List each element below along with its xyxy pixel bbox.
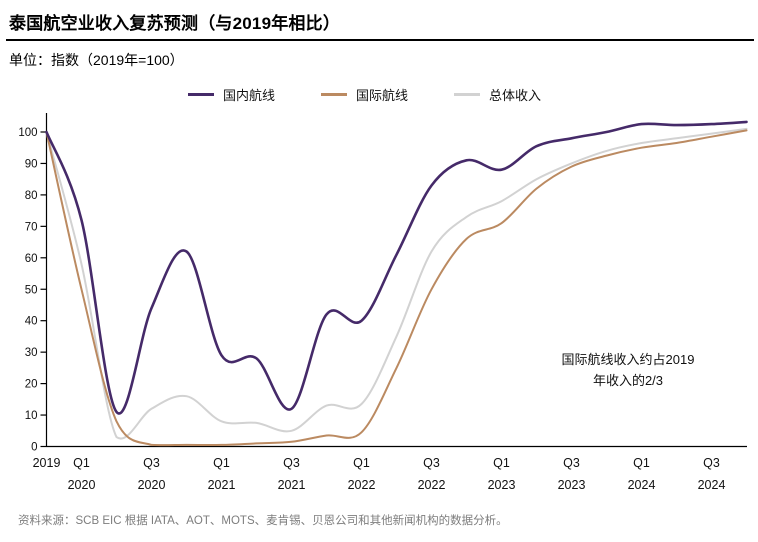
legend-swatch-icon xyxy=(454,93,481,96)
y-tick-label: 80 xyxy=(25,190,38,202)
y-tick-label: 40 xyxy=(25,316,38,328)
x-tick-year-label: 2022 xyxy=(348,478,376,492)
title-divider xyxy=(6,39,754,41)
unit-label: 单位：指数（2019年=100） xyxy=(9,52,184,68)
legend-item-1: 国际航线 xyxy=(321,85,408,104)
y-tick-label: 30 xyxy=(25,347,38,359)
legend-swatch-icon xyxy=(321,93,348,96)
y-tick-label: 20 xyxy=(25,379,38,391)
x-tick-quarter-label: Q1 xyxy=(213,456,230,470)
x-tick-year-label: 2023 xyxy=(558,478,586,492)
annotation-line-2: 年收入的2/3 xyxy=(592,373,664,388)
chart-annotation: 国际航线收入约占2019 年收入的2/3 xyxy=(548,349,708,391)
x-tick-quarter-label: Q1 xyxy=(493,456,510,470)
y-tick-label: 90 xyxy=(25,158,38,170)
x-tick-year-label: 2023 xyxy=(488,478,516,492)
source-note: 资料来源：SCB EIC 根据 IATA、AOT、MOTS、麦肯锡、贝恩公司和其… xyxy=(18,515,508,527)
x-tick-quarter-label: Q3 xyxy=(703,456,720,470)
x-tick-year-label: 2021 xyxy=(208,478,236,492)
series-line-0 xyxy=(45,120,748,415)
x-tick-year-label: 2021 xyxy=(278,478,306,492)
legend: 国内航线 国际航线 总体收入 xyxy=(188,85,541,104)
x-tick-quarter-label: Q1 xyxy=(633,456,650,470)
legend-swatch-icon xyxy=(188,93,214,96)
page-title: 泰国航空业收入复苏预测（与2019年相比） xyxy=(9,14,341,33)
y-tick-label: 100 xyxy=(18,127,37,139)
annotation-line-1: 国际航线收入约占2019 xyxy=(561,352,695,367)
x-tick-quarter-label: Q3 xyxy=(563,456,580,470)
legend-item-label: 国际航线 xyxy=(356,88,409,103)
x-tick-year-label: 2020 xyxy=(138,478,166,492)
x-tick-year-label: 2024 xyxy=(628,478,656,492)
x-tick-year-label: 2022 xyxy=(418,478,446,492)
x-tick-quarter-label: 2019 xyxy=(33,456,61,470)
x-tick-quarter-label: Q3 xyxy=(423,456,440,470)
y-tick-label: 10 xyxy=(25,410,38,422)
legend-item-label: 总体收入 xyxy=(489,88,542,103)
x-tick-quarter-label: Q1 xyxy=(353,456,370,470)
legend-item-label: 国内航线 xyxy=(223,88,276,103)
legend-item-2: 总体收入 xyxy=(454,85,541,104)
x-tick-quarter-label: Q1 xyxy=(73,456,90,470)
series-line-1 xyxy=(45,129,748,447)
y-tick-label: 50 xyxy=(25,284,38,296)
legend-item-0: 国内航线 xyxy=(188,85,275,104)
series-line-2 xyxy=(45,127,748,440)
y-tick-label: 0 xyxy=(31,442,37,454)
x-tick-quarter-label: Q3 xyxy=(143,456,160,470)
y-tick-label: 70 xyxy=(25,221,38,233)
y-tick-label: 60 xyxy=(25,253,38,265)
x-tick-year-label: 2020 xyxy=(68,478,96,492)
x-tick-year-label: 2024 xyxy=(698,478,726,492)
x-tick-quarter-label: Q3 xyxy=(283,456,300,470)
